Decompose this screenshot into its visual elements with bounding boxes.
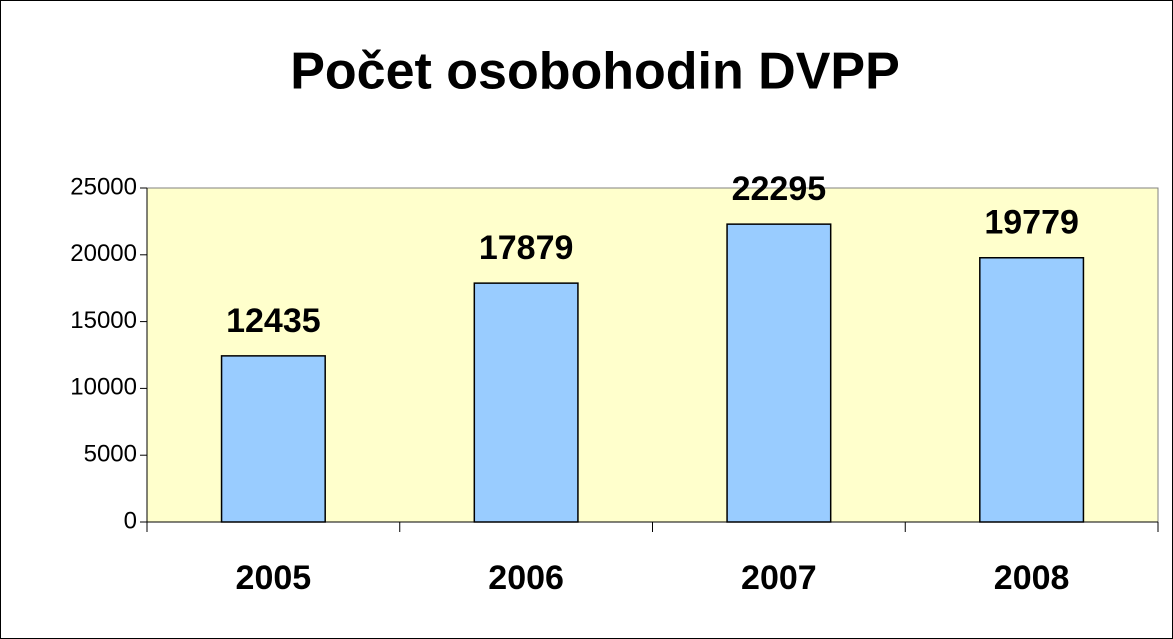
data-label: 19779 xyxy=(984,204,1079,242)
bar xyxy=(220,355,326,523)
data-label: 17879 xyxy=(479,229,574,267)
bar xyxy=(726,223,832,523)
bar xyxy=(473,282,579,523)
data-label: 12435 xyxy=(226,302,321,340)
x-tick-label: 2007 xyxy=(741,559,817,597)
y-tick-label: 15000 xyxy=(70,307,137,334)
x-tick-label: 2008 xyxy=(994,559,1070,597)
data-label: 22295 xyxy=(732,170,827,208)
x-tick-label: 2005 xyxy=(236,559,312,597)
bar xyxy=(979,257,1085,523)
y-tick-label: 0 xyxy=(124,507,137,534)
x-tick-label: 2006 xyxy=(488,559,564,597)
y-tick-label: 20000 xyxy=(70,240,137,267)
chart-title: Počet osobohodin DVPP xyxy=(290,43,900,101)
y-tick-label: 10000 xyxy=(70,374,137,401)
y-tick-label: 5000 xyxy=(84,441,137,468)
y-tick-label: 25000 xyxy=(70,173,137,200)
